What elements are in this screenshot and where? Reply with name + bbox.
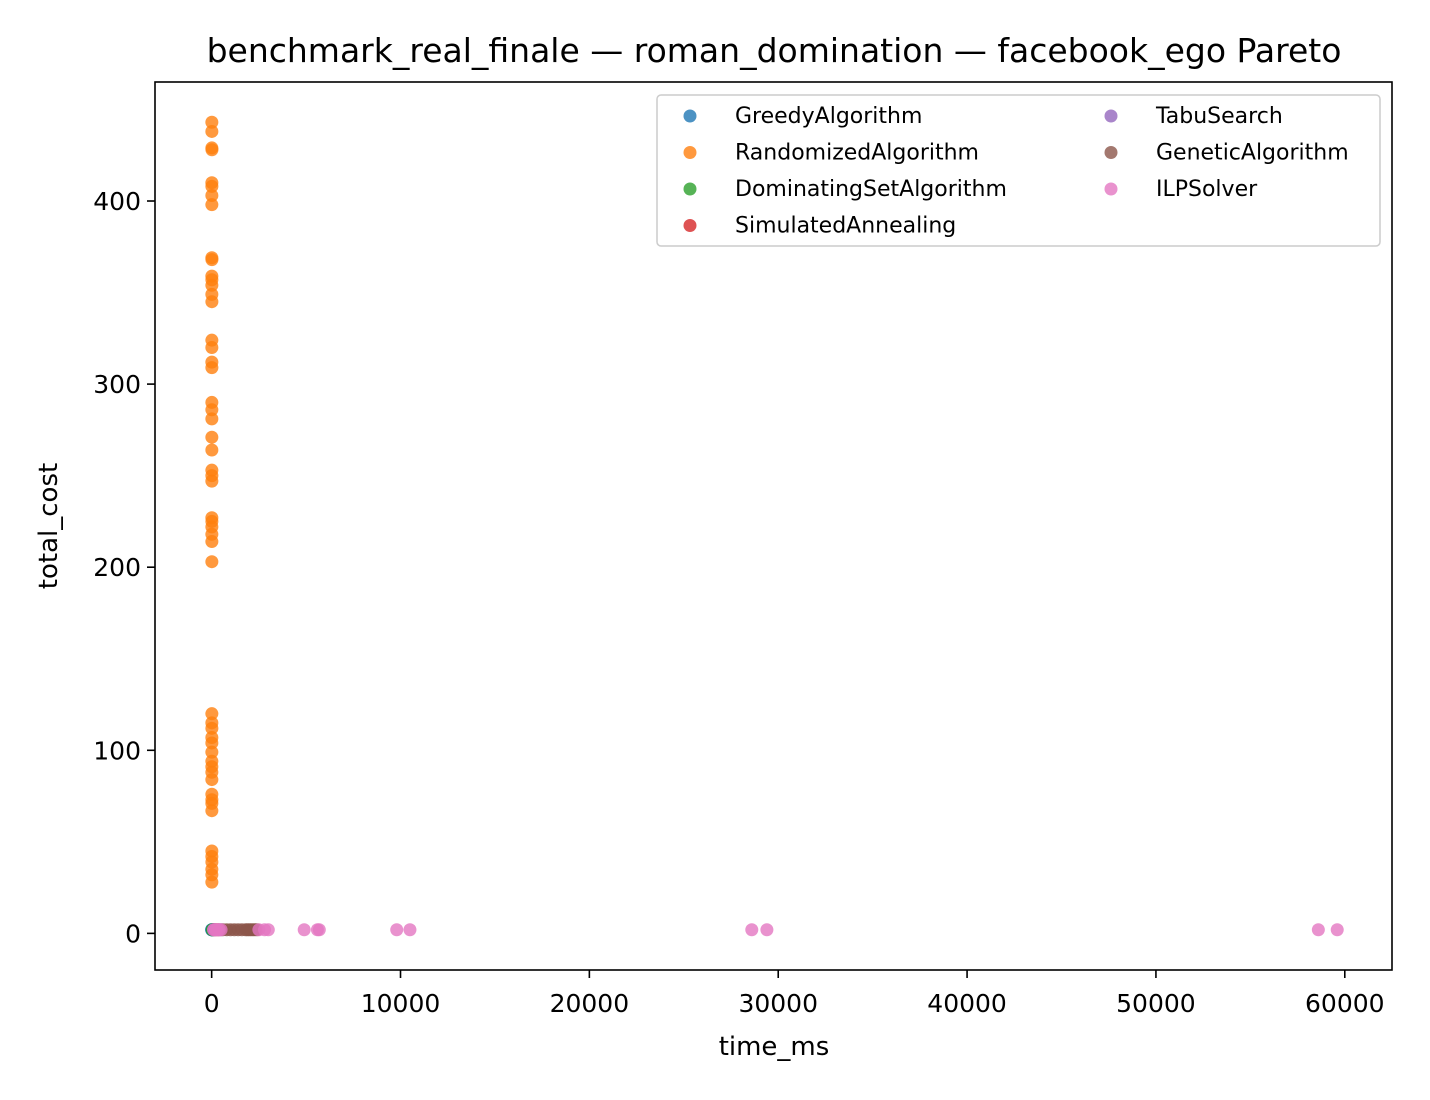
point-ILPSolver-16 xyxy=(1330,923,1344,937)
plot-frame xyxy=(154,81,1393,971)
point-RandomizedAlgorithm-46 xyxy=(205,804,219,818)
point-RandomizedAlgorithm-0 xyxy=(205,115,219,129)
legend: GreedyAlgorithm RandomizedAlgorithm Domina… xyxy=(656,94,1381,247)
legend-label-ILPSolver: ILPSolver xyxy=(1156,177,1258,202)
point-RandomizedAlgorithm-7 xyxy=(205,198,219,212)
y-tick-label-4: 400 xyxy=(93,187,141,216)
legend-marker-RandomizedAlgorithm xyxy=(683,146,697,159)
y-axis-label: total_cost xyxy=(34,463,64,589)
point-RandomizedAlgorithm-20 xyxy=(205,403,219,417)
point-RandomizedAlgorithm-22 xyxy=(205,430,219,444)
points-layer xyxy=(205,115,1344,937)
point-ILPSolver-15 xyxy=(1311,923,1325,937)
x-tick-label-0: 0 xyxy=(204,989,220,1018)
y-axis-ticks: 0 100 200 300 400 xyxy=(93,187,155,948)
point-RandomizedAlgorithm-37 xyxy=(205,736,219,750)
legend-marker-ILPSolver xyxy=(1104,182,1118,196)
point-RandomizedAlgorithm-12 xyxy=(205,278,219,292)
legend-label-GreedyAlgorithm: GreedyAlgorithm xyxy=(735,104,922,129)
x-tick-label-1: 10000 xyxy=(361,989,441,1018)
x-tick-label-2: 20000 xyxy=(550,989,630,1018)
point-RandomizedAlgorithm-33 xyxy=(205,707,219,721)
x-tick-label-6: 60000 xyxy=(1305,989,1385,1018)
point-RandomizedAlgorithm-23 xyxy=(205,443,219,457)
point-RandomizedAlgorithm-35 xyxy=(205,721,219,735)
point-RandomizedAlgorithm-32 xyxy=(205,555,219,569)
point-RandomizedAlgorithm-3 xyxy=(205,143,219,157)
point-RandomizedAlgorithm-6 xyxy=(205,189,219,203)
point-RandomizedAlgorithm-38 xyxy=(205,745,219,759)
legend-label-TabuSearch: TabuSearch xyxy=(1155,104,1283,129)
point-ILPSolver-4 xyxy=(214,923,228,937)
legend-marker-GreedyAlgorithm xyxy=(683,109,697,123)
x-tick-label-5: 50000 xyxy=(1116,989,1196,1018)
point-RandomizedAlgorithm-18 xyxy=(205,361,219,375)
point-ILPSolver-14 xyxy=(760,923,774,937)
point-RandomizedAlgorithm-14 xyxy=(205,295,219,309)
point-RandomizedAlgorithm-42 xyxy=(205,773,219,787)
y-tick-label-1: 100 xyxy=(93,736,141,765)
chart-title: benchmark_real_finale — roman_domination… xyxy=(207,31,1342,70)
legend-marker-DominatingSetAlgorithm xyxy=(683,182,697,196)
x-axis-label: time_ms xyxy=(719,1032,830,1062)
legend-marker-SimulatedAnnealing xyxy=(683,219,697,232)
legend-label-GeneticAlgorithm: GeneticAlgorithm xyxy=(1156,141,1349,166)
point-RandomizedAlgorithm-16 xyxy=(205,340,219,354)
point-ILPSolver-10 xyxy=(312,923,326,937)
legend-label-SimulatedAnnealing: SimulatedAnnealing xyxy=(735,214,956,239)
point-RandomizedAlgorithm-5 xyxy=(205,179,219,193)
x-tick-label-3: 30000 xyxy=(738,989,818,1018)
point-ILPSolver-13 xyxy=(745,923,759,937)
legend-box xyxy=(656,94,1381,247)
point-RandomizedAlgorithm-9 xyxy=(205,253,219,267)
point-RandomizedAlgorithm-31 xyxy=(205,535,219,549)
y-tick-label-0: 0 xyxy=(125,919,141,948)
point-ILPSolver-7 xyxy=(261,923,275,937)
y-tick-label-2: 200 xyxy=(93,553,141,582)
x-tick-label-4: 40000 xyxy=(927,989,1007,1018)
point-RandomizedAlgorithm-52 xyxy=(205,875,219,889)
legend-marker-TabuSearch xyxy=(1104,109,1118,123)
point-ILPSolver-8 xyxy=(297,923,311,937)
legend-marker-GeneticAlgorithm xyxy=(1104,146,1118,159)
point-RandomizedAlgorithm-26 xyxy=(205,474,219,488)
point-ILPSolver-12 xyxy=(403,923,417,937)
point-ILPSolver-11 xyxy=(390,923,404,937)
legend-label-DominatingSetAlgorithm: DominatingSetAlgorithm xyxy=(735,177,1007,202)
legend-entries: GreedyAlgorithm RandomizedAlgorithm Domina… xyxy=(683,104,1349,239)
x-axis-ticks: 0 10000 20000 30000 40000 50000 60000 xyxy=(204,970,1385,1018)
point-RandomizedAlgorithm-21 xyxy=(205,412,219,426)
legend-label-RandomizedAlgorithm: RandomizedAlgorithm xyxy=(735,141,979,166)
point-RandomizedAlgorithm-1 xyxy=(205,124,219,138)
y-tick-label-3: 300 xyxy=(93,370,141,399)
